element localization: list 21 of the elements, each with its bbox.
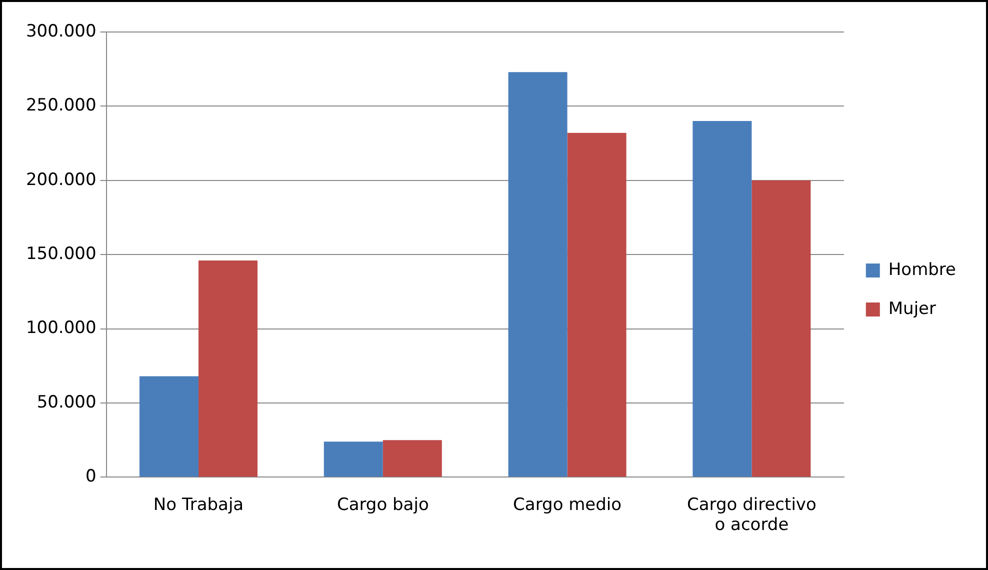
bar <box>382 440 442 477</box>
bar <box>508 72 568 477</box>
x-tick-label: Cargo bajo <box>336 494 429 515</box>
bar <box>752 180 811 477</box>
x-tick-label: No Trabaja <box>153 494 244 515</box>
y-tick-label: 0 <box>85 466 96 487</box>
y-tick-label: 150.000 <box>26 244 96 264</box>
bar <box>692 121 752 477</box>
bar <box>324 442 383 477</box>
y-tick-label: 250.000 <box>26 96 96 116</box>
bar <box>567 132 626 477</box>
bar <box>198 260 258 477</box>
x-tick-label: Cargo medio <box>513 494 622 515</box>
legend-label: Mujer <box>888 298 936 319</box>
y-tick-label: 100.000 <box>26 318 96 338</box>
x-tick-label: Cargo directivo o acorde <box>687 494 816 536</box>
y-tick-label: 300.000 <box>26 21 96 42</box>
y-tick-label: 50.000 <box>36 392 96 412</box>
bar <box>139 376 198 477</box>
y-tick-label: 200.000 <box>26 170 96 190</box>
legend-label: Hombre <box>888 260 956 280</box>
